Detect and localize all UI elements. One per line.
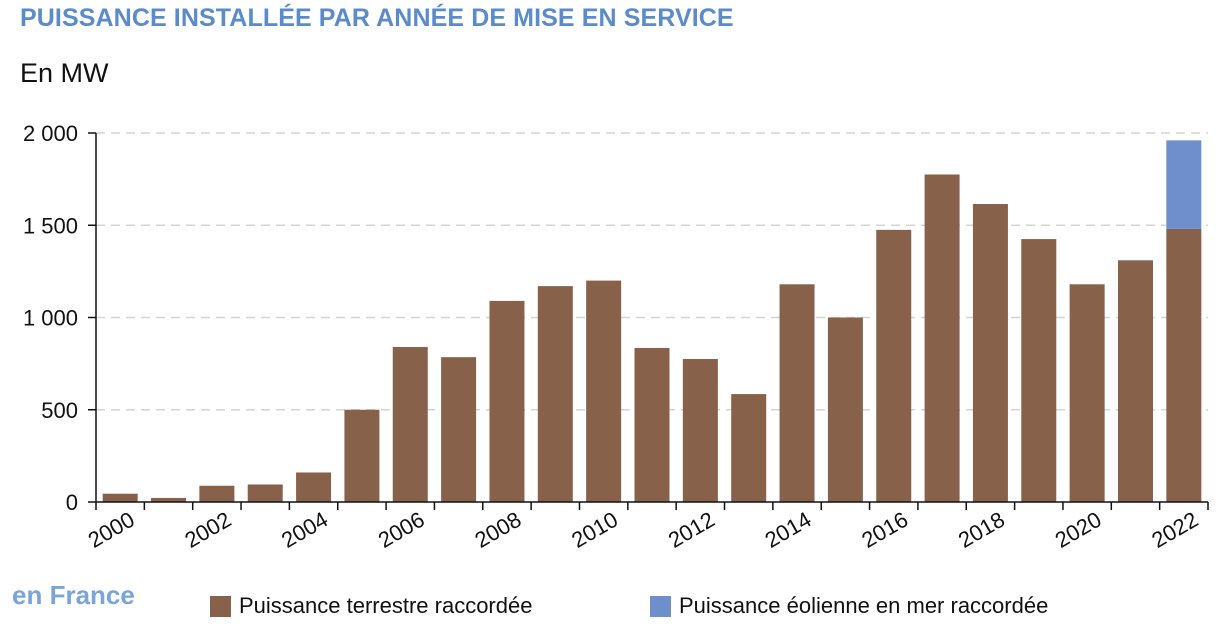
x-tick-label: 2010 [567,507,622,553]
bar-onshore-2015 [827,317,863,502]
bars [102,140,1202,503]
bar-onshore-2000 [102,493,138,502]
bar-onshore-2005 [344,409,380,502]
bar-onshore-2016 [876,229,912,503]
bar-chart: 0 500 1 000 1 500 2 000 2000 2002 2004 2006 2008… [23,121,1209,553]
y-tick-label: 0 [66,490,78,515]
legend-swatch-offshore [650,595,671,617]
x-tick-label: 2022 [1147,507,1202,553]
x-tick-label: 2018 [954,507,1009,553]
footer-note: en France [12,580,135,610]
x-tick-labels: 2000 2002 2004 2006 2008 2010 2012 2014 2016 2018… [84,507,1203,553]
y-tick-labels: 0 500 1 000 1 500 2 000 [23,121,78,515]
bar-onshore-2008 [489,300,525,502]
x-tick-label: 2004 [277,507,332,553]
x-tick-label: 2016 [857,507,912,553]
bar-onshore-2019 [1021,239,1057,502]
x-tick-label: 2000 [84,507,139,553]
bar-offshore-2022 [1166,140,1202,229]
y-tick-label: 2 000 [23,121,78,146]
x-tick-label: 2008 [471,507,526,553]
x-tick-label: 2006 [374,507,429,553]
x-tick-label: 2014 [761,507,816,553]
legend-item-offshore: Puissance éolienne en mer raccordée [650,591,1048,621]
bar-onshore-2020 [1069,284,1105,502]
chart-title: PUISSANCE INSTALLÉE PAR ANNÉE DE MISE EN… [20,4,734,32]
axes [88,132,1209,510]
x-tick-label: 2012 [664,507,719,553]
unit-label: En MW [20,58,109,88]
bar-onshore-2002 [199,485,235,502]
bar-onshore-2011 [634,347,670,502]
bar-onshore-2014 [779,284,815,502]
bar-onshore-2004 [296,472,332,502]
legend-label-offshore: Puissance éolienne en mer raccordée [679,593,1049,618]
y-tick-label: 1 000 [23,306,78,331]
bar-onshore-2001 [151,497,187,502]
bar-onshore-2021 [1117,260,1153,502]
bar-onshore-2009 [537,286,573,502]
bar-onshore-2017 [924,174,960,502]
bar-onshore-2010 [586,280,622,502]
bar-onshore-2013 [731,394,767,502]
bar-onshore-2018 [972,204,1008,502]
y-tick-label: 1 500 [23,213,78,238]
x-tick-label: 2002 [180,507,235,553]
x-tick-label: 2020 [1051,507,1106,553]
bar-onshore-2022 [1166,228,1202,502]
bar-onshore-2007 [441,357,477,502]
legend-item-onshore: Puissance terrestre raccordée [210,591,532,621]
bar-onshore-2006 [392,347,428,502]
bar-onshore-2012 [682,359,718,502]
y-tick-label: 500 [41,398,78,423]
bar-onshore-2003 [247,484,283,502]
legend-swatch-onshore [210,595,231,617]
legend-label-onshore: Puissance terrestre raccordée [239,593,533,618]
